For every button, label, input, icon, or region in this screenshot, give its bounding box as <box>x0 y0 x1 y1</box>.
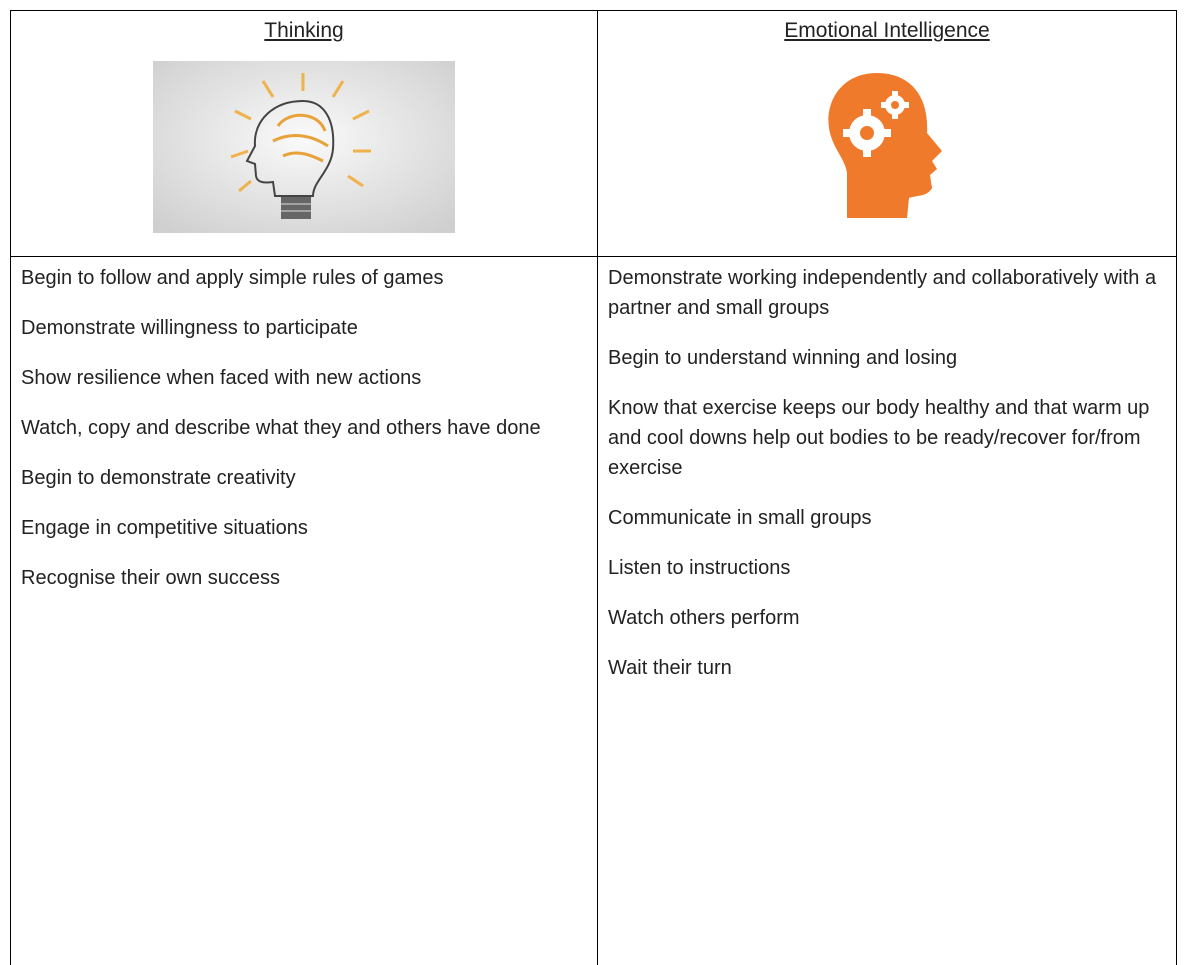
item-list: Begin to follow and apply simple rules o… <box>11 257 597 593</box>
list-item: Demonstrate working independently and co… <box>608 267 1157 319</box>
list-item: Communicate in small groups <box>608 507 872 529</box>
head-gears-image <box>828 73 942 218</box>
list-item: Know that exercise keeps our body health… <box>608 397 1150 479</box>
list-item: Show resilience when faced with new acti… <box>21 367 422 389</box>
header-cell: Emotional Intelligence <box>598 11 1176 257</box>
list-item: Recognise their own success <box>21 567 281 589</box>
list-item: Begin to understand winning and losing <box>608 347 958 369</box>
column-header: Thinking <box>264 19 344 42</box>
list-item: Watch others perform <box>608 607 800 629</box>
list-item: Wait their turn <box>608 657 732 679</box>
column: Thinking Begin to follow and apply simpl… <box>11 11 598 965</box>
lightbulb-image <box>153 61 455 233</box>
column: Emotional Intelligence Demonstrate worki… <box>598 11 1176 965</box>
list-item: Listen to instructions <box>608 557 791 579</box>
item-list: Demonstrate working independently and co… <box>598 257 1176 683</box>
column-header: Emotional Intelligence <box>784 19 990 42</box>
list-item: Engage in competitive situations <box>21 517 308 539</box>
table: Thinking Begin to follow and apply simpl… <box>10 10 1177 965</box>
header-cell: Thinking <box>11 11 597 257</box>
list-item: Begin to demonstrate creativity <box>21 467 296 489</box>
list-item: Begin to follow and apply simple rules o… <box>21 267 444 289</box>
list-item: Demonstrate willingness to participate <box>21 317 358 339</box>
list-item: Watch, copy and describe what they and o… <box>21 417 541 439</box>
